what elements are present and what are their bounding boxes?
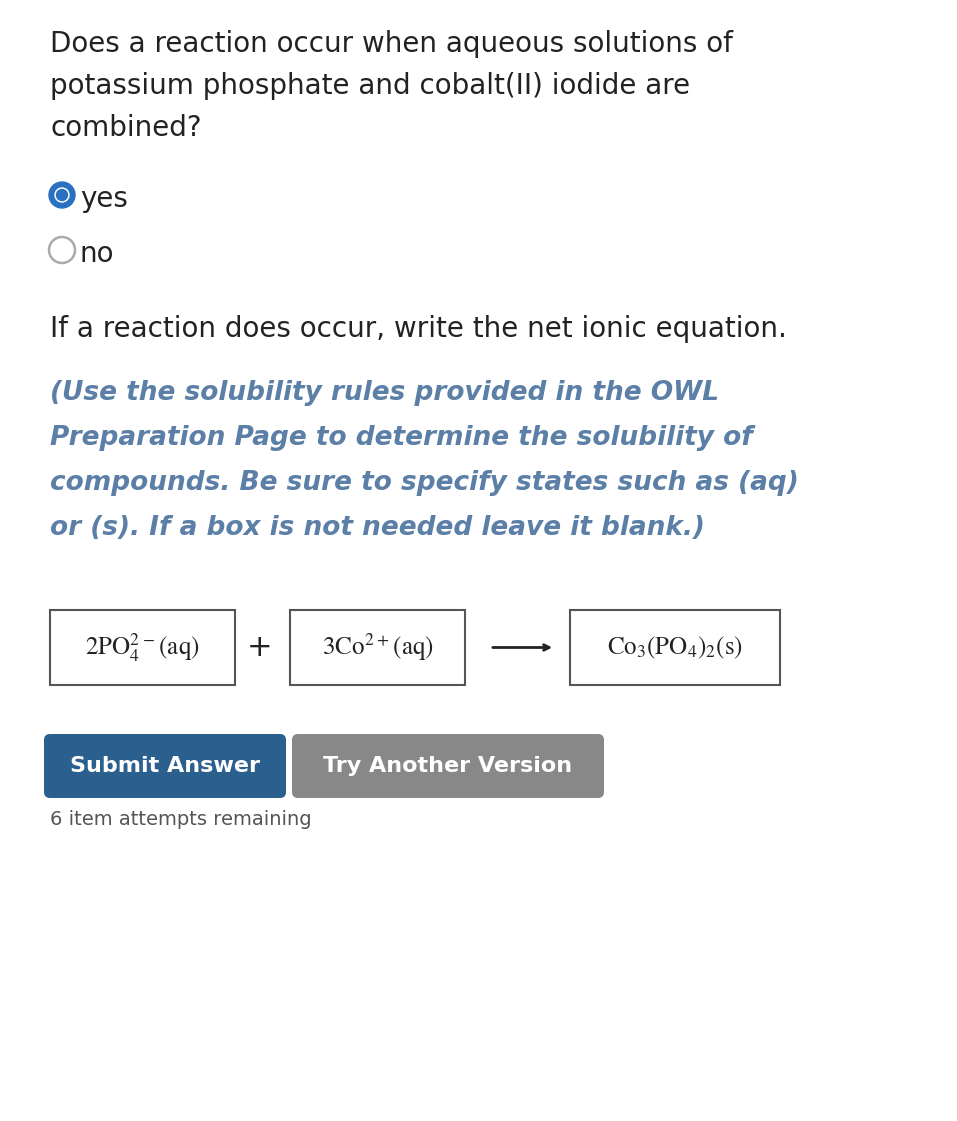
Text: Does a reaction occur when aqueous solutions of: Does a reaction occur when aqueous solut… — [50, 30, 733, 58]
Text: $\mathdefault{3Co^{2+}(aq)}$: $\mathdefault{3Co^{2+}(aq)}$ — [322, 631, 434, 664]
Text: yes: yes — [80, 185, 128, 213]
Circle shape — [49, 182, 75, 209]
Text: $\mathdefault{Co_3(PO_4)_2(s)}$: $\mathdefault{Co_3(PO_4)_2(s)}$ — [607, 634, 743, 660]
Text: Preparation Page to determine the solubility of: Preparation Page to determine the solubi… — [50, 425, 753, 451]
Text: Try Another Version: Try Another Version — [323, 756, 572, 776]
FancyBboxPatch shape — [290, 610, 465, 685]
FancyBboxPatch shape — [292, 734, 604, 798]
Text: Submit Answer: Submit Answer — [70, 756, 260, 776]
Text: If a reaction does occur, write the net ionic equation.: If a reaction does occur, write the net … — [50, 315, 787, 343]
Text: compounds. Be sure to specify states such as (aq): compounds. Be sure to specify states suc… — [50, 470, 799, 495]
Text: combined?: combined? — [50, 114, 202, 142]
Text: potassium phosphate and cobalt(II) iodide are: potassium phosphate and cobalt(II) iodid… — [50, 72, 690, 100]
FancyBboxPatch shape — [570, 610, 780, 685]
Text: no: no — [80, 240, 115, 268]
Circle shape — [55, 188, 69, 202]
Text: +: + — [247, 633, 273, 663]
Text: (Use the solubility rules provided in the OWL: (Use the solubility rules provided in th… — [50, 380, 719, 406]
Text: 6 item attempts remaining: 6 item attempts remaining — [50, 810, 312, 830]
FancyBboxPatch shape — [50, 610, 235, 685]
Circle shape — [56, 189, 68, 201]
Text: $\mathdefault{2PO_4^{2-}(aq)}$: $\mathdefault{2PO_4^{2-}(aq)}$ — [85, 631, 200, 664]
Text: or (s). If a box is not needed leave it blank.): or (s). If a box is not needed leave it … — [50, 515, 705, 541]
FancyBboxPatch shape — [44, 734, 286, 798]
